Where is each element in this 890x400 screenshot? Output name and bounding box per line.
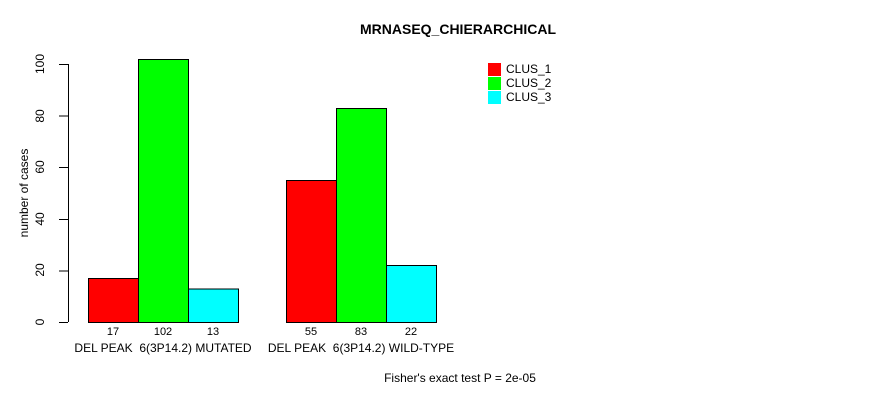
legend-item: CLUS_1: [488, 62, 551, 76]
bar-clus_1-group2: [286, 180, 337, 323]
stat-annotation: Fisher's exact test P = 2e-05: [384, 371, 536, 385]
bar-value-label: 22: [404, 326, 418, 338]
bar-clus_2-group1: [138, 58, 189, 324]
bar-value-label: 13: [206, 326, 220, 338]
bar-value-label: 17: [106, 326, 120, 338]
y-axis-tick-label: 20: [33, 263, 47, 278]
chart-title: MRNASEQ_CHIERARCHICAL: [359, 21, 557, 37]
category-label: DEL PEAK 6(3P14.2) WILD-TYPE: [267, 341, 455, 355]
y-axis-tick-label: 0: [33, 318, 47, 326]
legend-label: CLUS_2: [506, 76, 552, 90]
bar-clus_1-group1: [88, 278, 139, 324]
bar-value-label: 55: [304, 326, 318, 338]
y-axis-tick-label: 80: [33, 108, 47, 123]
legend-swatch-clus_3: [488, 90, 501, 104]
bar-value-label: 102: [153, 326, 173, 338]
legend-swatch-clus_2: [488, 76, 501, 90]
legend-item: CLUS_2: [488, 76, 551, 90]
legend-swatch-clus_1: [488, 62, 501, 76]
y-axis-tick-label: 60: [33, 160, 47, 174]
y-axis-tick-label: 40: [33, 212, 47, 226]
legend: CLUS_1 CLUS_2 CLUS_3: [488, 62, 551, 104]
legend-label: CLUS_3: [506, 90, 552, 104]
bar-value-label: 83: [354, 326, 368, 338]
legend-item: CLUS_3: [488, 90, 551, 104]
bar-clus_2-group2: [336, 107, 387, 323]
category-label: DEL PEAK 6(3P14.2) MUTATED: [74, 341, 252, 355]
y-axis-tick-label: 100: [33, 53, 47, 75]
bar-clus_3-group2: [386, 265, 437, 323]
legend-label: CLUS_1: [506, 62, 552, 76]
bar-clus_3-group1: [188, 288, 239, 323]
